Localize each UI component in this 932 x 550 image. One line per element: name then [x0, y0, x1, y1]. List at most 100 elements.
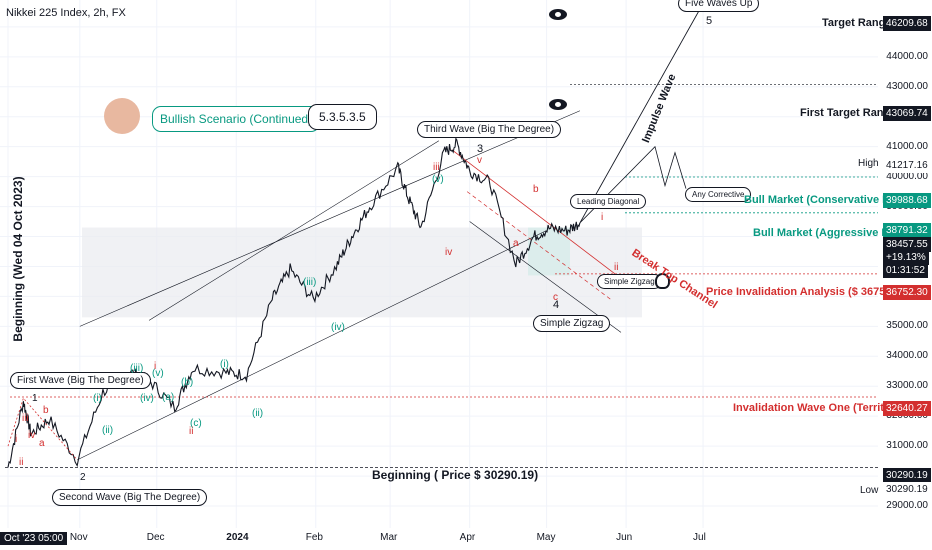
wave-label: (c): [190, 418, 202, 429]
wave-5-label: 5: [706, 15, 713, 27]
wave-label: a: [39, 438, 45, 449]
price-box-invalidation: 36752.30: [883, 285, 931, 300]
price-box-wave-one: 32640.27: [883, 401, 931, 416]
wave-label: ii: [614, 262, 619, 273]
x-tick-label: Nov: [69, 532, 88, 543]
invalidation-wave-one-label: Invalidation Wave One (Territory): [733, 402, 905, 414]
wave-label: (b): [181, 377, 194, 388]
high-label: High: [858, 158, 879, 169]
price-box-target: 46209.68: [883, 16, 931, 31]
y-tick-label: 41000.00: [886, 140, 928, 152]
wave-label: (i): [93, 393, 102, 404]
x-tick-label: Jun: [616, 532, 633, 543]
price-box-last: 38457.55: [883, 237, 931, 252]
wave-label: (ii): [102, 425, 114, 436]
lightbulb-icon: [655, 273, 670, 289]
callout-five-waves-up: Five Waves Up: [678, 0, 760, 12]
wave-label: (iv): [140, 393, 154, 404]
wave-label: (iv): [331, 322, 345, 333]
channel-line-red-lower: [466, 191, 611, 300]
wave-label: b: [43, 405, 49, 416]
wave-1-label: 1: [32, 393, 38, 404]
x-tick-label: 2024: [226, 532, 249, 543]
price-box-low: 30290.19: [883, 482, 931, 497]
wave-label: (i): [220, 359, 229, 370]
price-box-aggressive: 38791.32: [883, 223, 931, 238]
price-box-countdown: 01:31:52: [883, 263, 928, 278]
y-tick-label: 44000.00: [886, 50, 928, 62]
x-tick-label: Oct '23 05:00: [0, 532, 68, 545]
price-invalidation-label: Price Invalidation Analysis ($ 36752.30): [706, 286, 911, 298]
vertical-axis-label: Beginning (Wed 04 Oct 2023): [11, 176, 25, 342]
wave-label: i: [601, 212, 604, 223]
wave-label: c: [553, 292, 558, 303]
x-tick-label: Apr: [459, 532, 476, 543]
callout-simple-zigzag: Simple Zigzag: [533, 315, 611, 332]
y-tick-label: 34000.00: [886, 350, 928, 362]
impulse-arrow-line: [579, 0, 706, 224]
wave-label: a: [513, 238, 519, 249]
wave-label: (ii): [252, 408, 264, 419]
low-label: Low: [860, 485, 879, 496]
wave-label: ii: [19, 457, 24, 468]
x-tick-label: Mar: [380, 532, 398, 543]
wave-label: (iii): [303, 277, 317, 288]
wave-4-label: 4: [553, 299, 560, 311]
wave-label: (v): [152, 368, 164, 379]
wave-label: b: [533, 184, 539, 195]
y-tick-label: 35000.00: [886, 320, 928, 332]
callout-simple-zigzag-small: Simple Zigzag: [597, 274, 662, 289]
wave-label: (iii): [130, 363, 144, 374]
callout-second-wave: Second Wave (Big The Degree): [52, 489, 208, 506]
target-range-label: Target Range: [822, 17, 892, 29]
wave-label: i: [15, 434, 18, 445]
first-target-range-label: First Target Range: [800, 107, 897, 119]
y-tick-label: 46000.00: [886, 0, 928, 2]
x-tick-label: Feb: [305, 532, 323, 543]
wave-label: (v): [432, 174, 444, 185]
x-tick-label: Jul: [693, 532, 706, 543]
price-box-high: 41217.16: [883, 158, 931, 173]
pattern-badge: 5.3.5.3.5: [308, 104, 377, 130]
wave-3-label: 3: [477, 143, 484, 155]
wave-label: ii: [189, 426, 194, 437]
thinking-emoji-icon: [104, 98, 140, 134]
scenario-badge: Bullish Scenario (Continued): [152, 106, 321, 132]
symbol-title: Nikkei 225 Index, 2h, FX: [6, 7, 126, 19]
y-tick-label: 29000.00: [886, 500, 928, 512]
price-box-conservative: 39988.68: [883, 193, 931, 208]
callout-leading-diagonal: Leading Diagonal: [570, 194, 647, 209]
y-tick-label: 40000.00: [886, 170, 928, 182]
wave-one-two-path: [7, 397, 78, 461]
eye-icon: [549, 99, 567, 110]
wave-label: iii: [433, 162, 440, 173]
corrective-path: [579, 145, 687, 224]
wave-label: (a): [162, 392, 175, 403]
price-series-line: [7, 136, 581, 468]
y-tick-label: 43000.00: [886, 80, 928, 92]
y-tick-label: 33000.00: [886, 380, 928, 392]
bull-conservative-label: Bull Market (Conservative IDEA): [744, 194, 913, 206]
eye-icon: [549, 9, 567, 20]
channel-line-upper: [79, 110, 581, 327]
price-box-change: +19.13%: [883, 250, 929, 265]
y-tick-label: 31000.00: [886, 440, 928, 452]
price-box-beginning: 30290.19: [883, 468, 931, 483]
channel-line-inner: [148, 140, 440, 321]
price-box-first-target: 43069.74: [883, 106, 931, 121]
wave-label: iv: [28, 430, 36, 441]
beginning-label: Beginning ( Price $ 30290.19): [372, 468, 539, 482]
bull-aggressive-label: Bull Market (Aggressive Idea): [753, 227, 908, 239]
callout-third-wave: Third Wave (Big The Degree): [417, 121, 562, 138]
wave-label: iv: [445, 247, 453, 258]
wave-label: v: [477, 155, 482, 166]
wave-label: i: [154, 361, 157, 372]
wave-label: iii: [22, 413, 29, 424]
callout-first-wave: First Wave (Big The Degree): [10, 372, 151, 389]
callout-any-corrective: Any Corrective: [685, 187, 752, 202]
x-tick-label: Dec: [146, 532, 165, 543]
channel-line-down: [469, 221, 622, 333]
x-tick-label: May: [536, 532, 556, 543]
